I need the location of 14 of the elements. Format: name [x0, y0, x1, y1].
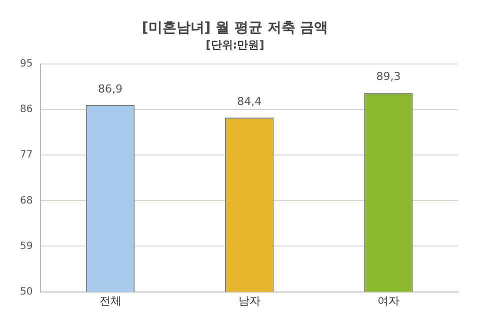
y-tick-label: 59 — [20, 240, 33, 252]
x-tick-label: 여자 — [377, 294, 400, 308]
data-label: 84,4 — [237, 95, 262, 108]
chart-subtitle: [단위:만원] — [206, 38, 264, 52]
x-tick-label: 남자 — [238, 294, 260, 308]
data-label: 86,9 — [98, 82, 123, 96]
chart-title: [미혼남녀] 월 평균 저축 금액 — [142, 20, 328, 36]
y-tick-label: 68 — [20, 195, 33, 206]
y-tick-label: 95 — [20, 58, 33, 70]
y-tick-label: 86 — [20, 104, 33, 116]
data-label: 89,3 — [376, 70, 401, 84]
x-tick-label: 전체 — [99, 294, 122, 308]
y-tick-label: 77 — [20, 150, 33, 161]
y-tick-label: 50 — [20, 286, 33, 298]
